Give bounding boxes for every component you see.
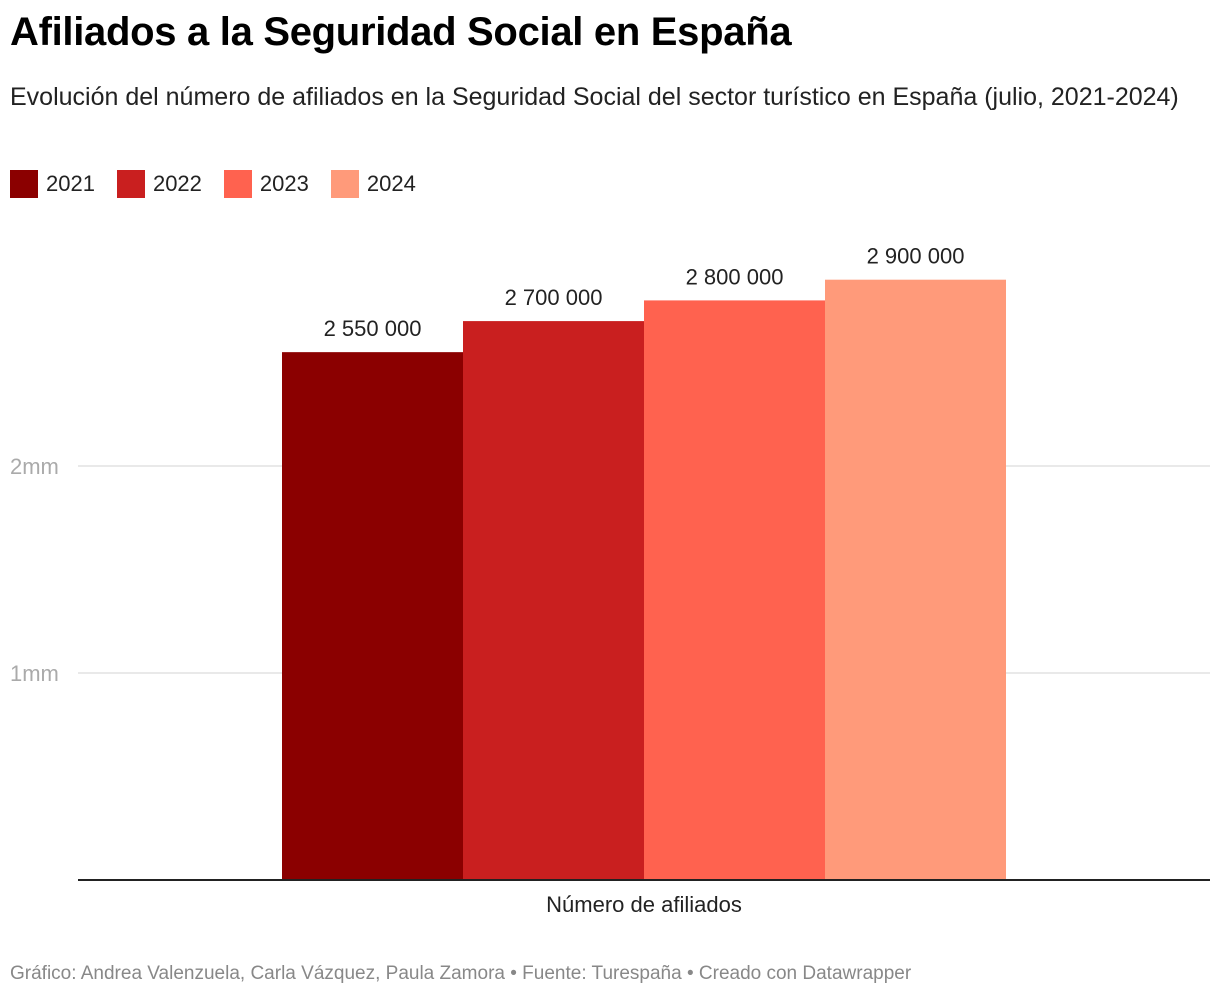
legend-swatch xyxy=(223,170,252,198)
data-label: 2 900 000 xyxy=(867,244,965,269)
data-label: 2 550 000 xyxy=(324,316,422,341)
legend-item-2023: 2023 xyxy=(223,170,309,198)
footer-credits: Gráfico: Andrea Valenzuela, Carla Vázque… xyxy=(10,963,912,984)
legend-label: 2022 xyxy=(152,171,202,196)
x-category-label: Número de afiliados xyxy=(546,892,742,917)
legend: 2021 2022 2023 2024 xyxy=(10,170,438,198)
chart-title: Afiliados a la Seguridad Social en Españ… xyxy=(10,10,792,54)
bar-2021 xyxy=(282,352,463,880)
data-label: 2 800 000 xyxy=(686,264,784,289)
bar-2024 xyxy=(825,279,1006,880)
legend-swatch xyxy=(330,170,359,198)
bar-2022 xyxy=(463,321,644,881)
y-tick-label: 1mm xyxy=(10,661,59,686)
legend-item-2021: 2021 xyxy=(10,170,95,198)
legend-swatch xyxy=(10,170,38,198)
legend-label: 2024 xyxy=(366,171,416,196)
y-tick-label: 2mm xyxy=(10,454,59,479)
chart-subtitle: Evolución del número de afiliados en la … xyxy=(10,83,1179,111)
legend-swatch xyxy=(116,170,145,198)
data-label: 2 700 000 xyxy=(505,285,603,310)
bar-2023 xyxy=(644,300,825,880)
legend-item-2024: 2024 xyxy=(330,170,416,198)
legend-item-2022: 2022 xyxy=(116,170,202,198)
legend-label: 2021 xyxy=(46,171,95,196)
legend-label: 2023 xyxy=(259,171,309,196)
